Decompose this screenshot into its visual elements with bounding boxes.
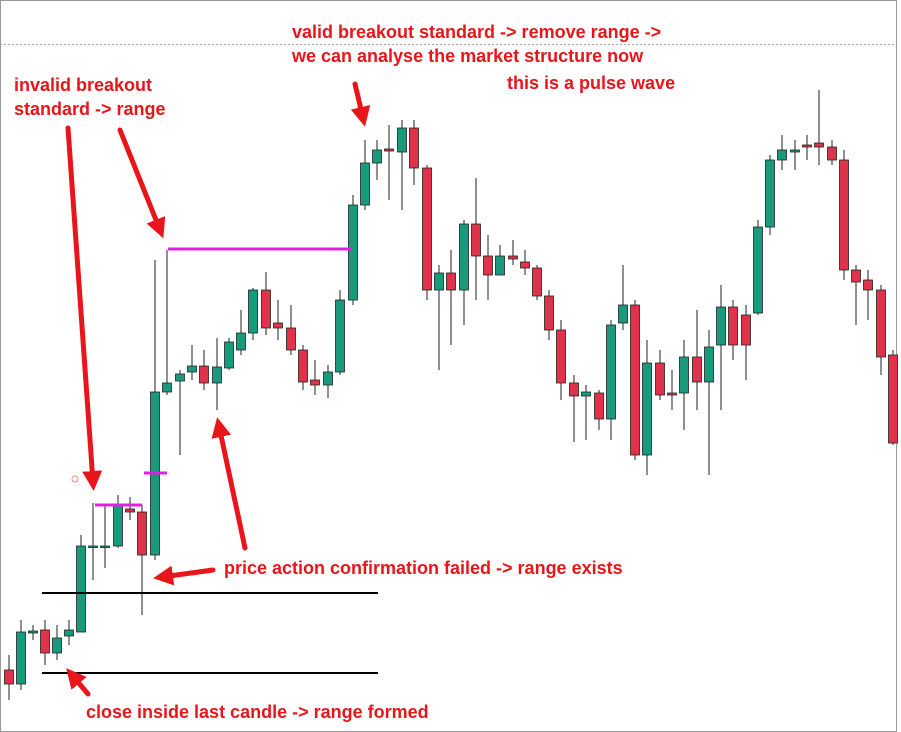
candle-body	[802, 144, 812, 148]
candle-body	[88, 545, 98, 548]
levels	[42, 247, 378, 674]
candle-body	[863, 279, 873, 291]
candle-body	[248, 289, 258, 334]
candle-body	[471, 223, 481, 257]
candle-body	[876, 289, 886, 358]
candle-body	[335, 299, 345, 373]
candle-body	[446, 272, 456, 291]
candle-body	[434, 272, 444, 291]
candles	[4, 90, 898, 700]
candle-body	[716, 306, 726, 346]
candle-body	[40, 629, 50, 654]
candle-body	[113, 505, 123, 547]
arrow	[65, 125, 103, 491]
candle-body	[298, 349, 308, 383]
candle-body	[384, 148, 394, 152]
candle-body	[630, 304, 640, 456]
annotation: valid breakout standard -> remove range …	[292, 22, 661, 42]
candle-body	[52, 637, 62, 654]
candle-body	[199, 365, 209, 384]
candle-body	[642, 362, 652, 456]
candle-body	[409, 127, 419, 169]
candle-body	[777, 149, 787, 161]
candle-body	[569, 382, 579, 397]
candle-body	[348, 204, 358, 301]
candle-body	[753, 226, 763, 314]
candle-body	[544, 295, 554, 331]
arrow	[211, 417, 248, 551]
candle-body	[704, 346, 714, 383]
cursor	[71, 475, 79, 483]
candle-body	[827, 146, 837, 161]
candle-body	[261, 289, 271, 329]
arrow	[153, 565, 216, 586]
candle-body	[64, 629, 74, 637]
candle-body	[162, 382, 172, 393]
candle-body	[372, 149, 382, 164]
candle-body	[76, 545, 86, 633]
candle-body	[310, 379, 320, 386]
annotation: price action confirmation failed -> rang…	[224, 558, 623, 578]
candle-body	[520, 261, 530, 269]
candle-body	[532, 267, 542, 297]
candle-body	[397, 127, 407, 153]
annotation: we can analyse the market structure now	[291, 46, 644, 66]
candle-body	[360, 162, 370, 206]
candle-body	[495, 255, 505, 276]
candle-body	[851, 269, 861, 283]
candle-body	[679, 356, 689, 394]
candle-body	[16, 631, 26, 685]
candle-body	[4, 669, 14, 685]
candle-body	[125, 508, 135, 513]
candle-body	[814, 142, 824, 148]
arrow	[66, 668, 91, 697]
candle-body	[212, 366, 222, 384]
candle-body	[765, 159, 775, 228]
candle-body	[508, 255, 518, 260]
candle-body	[422, 167, 432, 291]
candle-body	[286, 327, 296, 351]
candle-body	[594, 392, 604, 420]
candle-body	[728, 306, 738, 346]
annotation: standard -> range	[14, 99, 166, 119]
candle-body	[606, 324, 616, 420]
annotation: close inside last candle -> range formed	[86, 702, 429, 722]
candle-body	[790, 149, 800, 153]
candle-body	[137, 511, 147, 556]
candle-body	[667, 392, 677, 396]
candle-body	[618, 304, 628, 324]
candle-body	[741, 314, 751, 346]
candle-body	[459, 223, 469, 291]
candle-body	[323, 371, 333, 386]
candle-body	[273, 322, 283, 329]
candle-body	[187, 365, 197, 373]
candle-body	[483, 255, 493, 276]
candle-body	[556, 329, 566, 384]
candle-body	[888, 354, 898, 444]
candle-body	[175, 373, 185, 382]
candle-body	[224, 341, 234, 369]
candle-body	[100, 545, 110, 548]
annotation: this is a pulse wave	[507, 73, 675, 93]
arrow	[117, 127, 166, 239]
candle-body	[839, 159, 849, 271]
candle-body	[655, 362, 665, 396]
candle-body	[236, 332, 246, 351]
candle-body	[28, 630, 38, 634]
arrow	[350, 81, 371, 127]
candle-body	[581, 391, 591, 397]
arrows	[65, 81, 371, 697]
annotation: invalid breakout	[14, 75, 152, 95]
candle-body	[692, 356, 702, 383]
